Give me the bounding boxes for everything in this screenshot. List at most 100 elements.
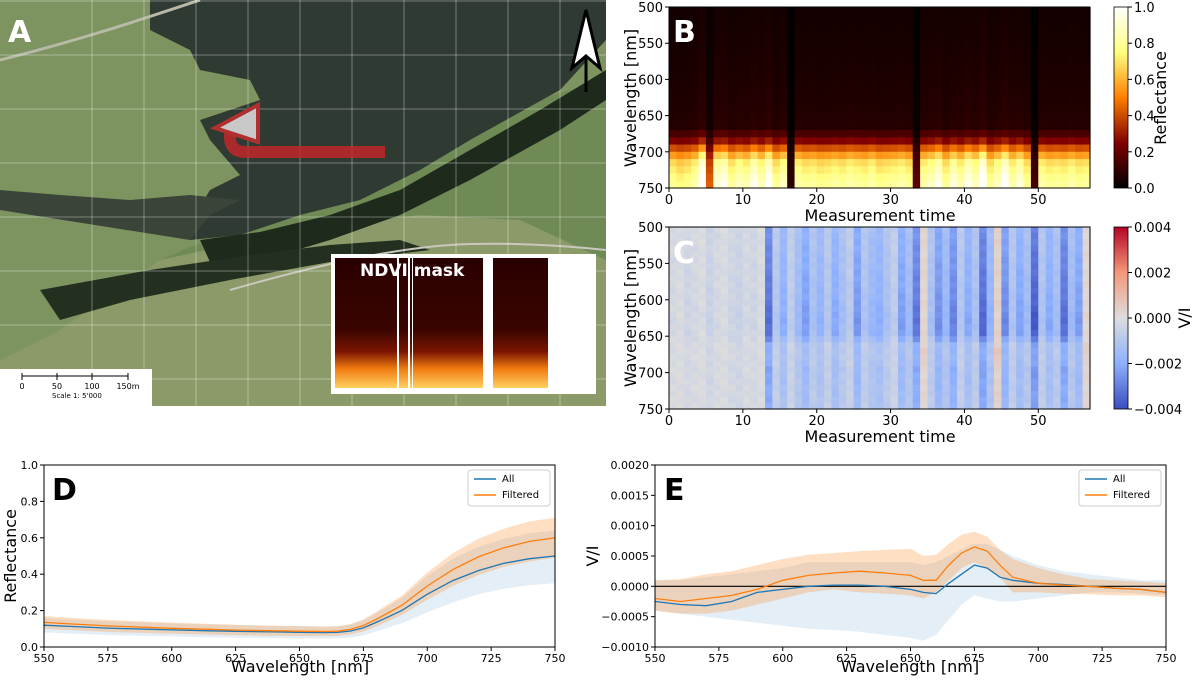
heatmap-c-cell [1008, 281, 1017, 289]
heatmap-b-cell [905, 7, 914, 15]
heatmap-c-cell [809, 257, 818, 264]
heatmap-c-cell [750, 402, 759, 410]
heatmap-c-cell [912, 318, 921, 325]
heatmap-c-cell [942, 330, 951, 337]
heatmap-b-cell [816, 180, 825, 189]
heatmap-c-cell [1075, 275, 1084, 283]
heatmap-b-cell [669, 43, 677, 52]
heatmap-c-cell [964, 233, 973, 240]
heatmap-b-cell [912, 173, 921, 182]
heatmap-b-cell [927, 43, 936, 52]
heatmap-b-cell [868, 108, 877, 117]
heatmap-b-cell [942, 144, 951, 153]
heatmap-c-cell [861, 233, 870, 240]
heatmap-b-cell [794, 93, 803, 102]
heatmap-c-cell [816, 245, 825, 252]
heatmap-c-cell [1038, 281, 1047, 289]
heatmap-c-cell [1045, 281, 1054, 289]
heatmap-c-cell [993, 263, 1002, 271]
heatmap-b-cell [897, 21, 906, 30]
heatmap-c-cell [713, 311, 722, 319]
heatmap-c-cell [824, 324, 833, 331]
heatmap-c-cell [1067, 311, 1076, 319]
heatmap-c-cell [934, 348, 943, 355]
heatmap-c-cell [949, 390, 958, 398]
heatmap-c-cell [809, 287, 818, 295]
heatmap-b-cell [801, 50, 810, 59]
heatmap-c-cell [787, 396, 796, 404]
heatmap-b-cell [875, 57, 884, 66]
heatmap-b-cell [890, 151, 899, 160]
heatmap-c-cell [683, 263, 692, 271]
heatmap-c-cell [735, 239, 744, 246]
heatmap-b-cell [779, 35, 788, 44]
heatmap-c-cell [986, 378, 995, 386]
heatmap-c-cell [934, 287, 943, 295]
heatmap-c-cell [868, 227, 877, 234]
heatmap-c-cell [757, 324, 766, 331]
heatmap-c-cell [861, 336, 870, 343]
heatmap-c-cell [905, 336, 914, 343]
heatmap-b-cell [787, 21, 796, 30]
heatmap-b-cell [853, 180, 862, 189]
heatmap-c-cell [705, 324, 714, 331]
heatmap-b-cell [742, 7, 751, 15]
heatmap-b-cell [1075, 43, 1084, 52]
heatmap-b-cell [816, 21, 825, 30]
heatmap-c-cell [949, 263, 958, 271]
heatmap-b-cell [942, 151, 951, 160]
heatmap-c-cell [1053, 269, 1062, 277]
heatmap-c-cell [979, 281, 988, 289]
heatmap-b-cell [949, 173, 958, 182]
heatmap-c-cell [735, 245, 744, 252]
heatmap-c-cell [1001, 281, 1010, 289]
heatmap-b-cell [993, 43, 1002, 52]
heatmap-c-cell [897, 227, 906, 234]
heatmap-b-cell [801, 64, 810, 73]
heatmap-b-cell [838, 130, 847, 138]
heatmap-c-cell [1001, 348, 1010, 355]
heatmap-b-cell [676, 28, 685, 37]
heatmap-c-cell [1001, 287, 1010, 295]
heatmap-c-cell [853, 402, 862, 410]
heatmap-c-cell [883, 360, 892, 368]
heatmap-c-cell [816, 402, 825, 410]
heatmap-c-cell [890, 378, 899, 386]
heatmap-c-cell [713, 263, 722, 271]
heatmap-b-cell [875, 79, 884, 88]
heatmap-b-cell [1038, 144, 1047, 153]
heatmap-b-cell [1023, 93, 1032, 102]
heatmap-b-cell [765, 86, 774, 95]
heatmap-c-cell [735, 269, 744, 277]
heatmap-c-cell [868, 305, 877, 313]
heatmap-b-cell [676, 137, 685, 146]
heatmap-b-cell [927, 173, 936, 182]
heatmap-b-cell [853, 130, 862, 138]
heatmap-b-cell [698, 137, 707, 146]
heatmap-b-cell [669, 14, 677, 23]
heatmap-c-cell [979, 336, 988, 343]
heatmap-b-cell [698, 180, 707, 189]
heatmap-c-cell [1030, 275, 1039, 283]
heatmap-b-cell [1075, 115, 1084, 124]
heatmap-b-cell [949, 101, 958, 109]
heatmap-b-cell [1045, 28, 1054, 37]
heatmap-c-cell [927, 402, 936, 410]
heatmap-c-cell [1060, 372, 1069, 380]
panel-e-xlabel: Wavelength [nm] [841, 657, 979, 676]
heatmap-b-frame [668, 6, 1091, 189]
heatmap-c-cell [1038, 245, 1047, 252]
heatmap-c-cell [801, 251, 810, 258]
heatmap-b-cell [809, 137, 818, 146]
heatmap-c-cell [875, 227, 884, 234]
heatmap-c-cell [890, 239, 899, 246]
heatmap-c-cell [742, 318, 751, 325]
heatmap-b-cell [1075, 159, 1084, 167]
heatmap-c-cell [861, 372, 870, 380]
heatmap-b-cell [1045, 64, 1054, 73]
heatmap-c-cell [875, 360, 884, 368]
heatmap-b-cell [728, 122, 737, 131]
heatmap-c-cell [986, 257, 995, 264]
heatmap-c-cell [912, 396, 921, 404]
heatmap-b-cell [779, 151, 788, 160]
